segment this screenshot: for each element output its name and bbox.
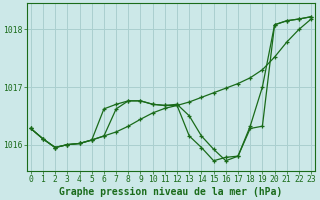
- X-axis label: Graphe pression niveau de la mer (hPa): Graphe pression niveau de la mer (hPa): [59, 186, 283, 197]
